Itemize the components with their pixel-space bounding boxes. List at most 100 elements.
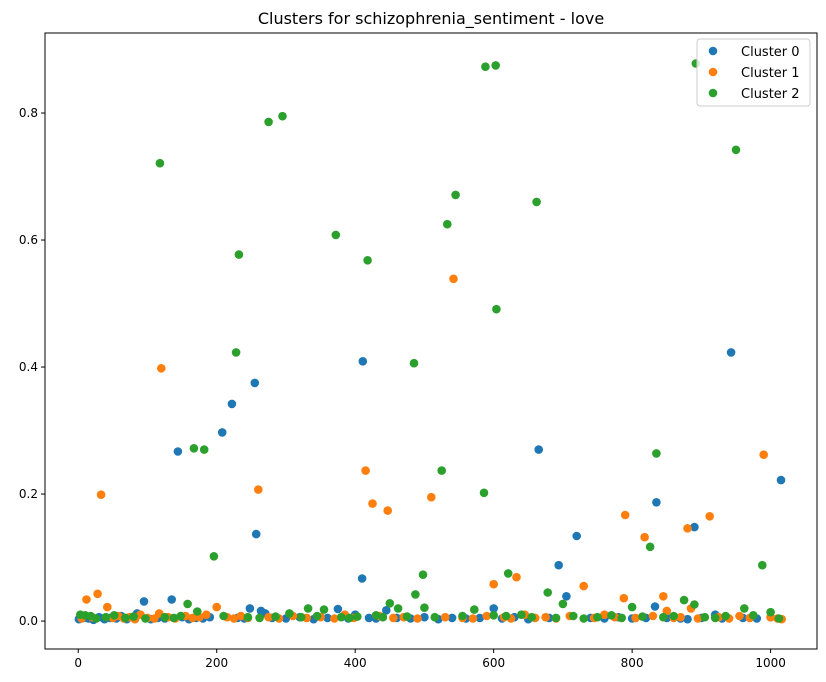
data-point (264, 612, 273, 622)
data-point (413, 614, 422, 623)
data-point (517, 610, 526, 619)
data-point (323, 613, 332, 623)
data-point (690, 600, 699, 609)
data-point (409, 358, 419, 368)
data-point (219, 611, 228, 621)
data-point (253, 485, 263, 494)
data-point (382, 606, 391, 615)
data-point (296, 612, 306, 622)
data-point (250, 378, 260, 388)
data-point (353, 612, 362, 621)
data-point (303, 604, 313, 613)
data-point (312, 611, 322, 621)
data-point (527, 612, 536, 622)
data-point (319, 605, 329, 614)
data-point (749, 611, 758, 620)
legend-marker (708, 88, 718, 98)
data-point (458, 611, 467, 621)
data-point (532, 197, 541, 207)
data-point (766, 607, 775, 617)
data-point (243, 612, 253, 622)
points-layer (74, 59, 786, 625)
data-point (383, 506, 393, 515)
data-point (447, 613, 457, 623)
legend-marker (708, 46, 718, 56)
data-point (648, 611, 658, 621)
x-tick-label: 0 (74, 656, 82, 670)
data-point (129, 612, 138, 621)
data-point (418, 570, 428, 579)
data-point (357, 574, 367, 583)
data-point (199, 445, 209, 454)
data-point (389, 613, 398, 623)
data-point (176, 611, 185, 621)
data-point (427, 492, 436, 502)
data-point (659, 592, 668, 601)
x-axis: 0 200 400 600 800 1000 (74, 649, 786, 670)
series-cluster-2 (76, 59, 784, 623)
data-point (620, 510, 630, 520)
data-point (683, 614, 692, 624)
data-point (593, 612, 602, 622)
data-point (251, 529, 261, 539)
y-tick-label: 0.6 (19, 233, 38, 247)
data-point (776, 475, 786, 485)
data-point (331, 230, 341, 240)
data-point (492, 304, 501, 314)
data-point (534, 445, 543, 454)
data-point (679, 595, 689, 605)
data-point (411, 590, 420, 599)
data-point (169, 613, 179, 623)
data-point (385, 599, 395, 608)
x-tick-label: 600 (482, 656, 505, 670)
data-point (572, 531, 581, 541)
data-point (627, 602, 637, 612)
data-point (693, 614, 703, 623)
data-point (333, 604, 343, 614)
x-tick-label: 200 (205, 656, 228, 670)
y-axis: 0.0 0.2 0.4 0.6 0.8 (19, 106, 45, 628)
data-point (541, 612, 550, 622)
data-point (278, 111, 287, 121)
data-point (101, 612, 111, 622)
data-point (676, 612, 685, 622)
data-point (652, 449, 661, 458)
data-point (330, 614, 339, 623)
series-cluster-0 (74, 348, 786, 625)
data-point (489, 579, 499, 589)
data-point (645, 542, 655, 552)
data-point (183, 599, 192, 609)
data-point (202, 610, 211, 619)
data-point (710, 613, 720, 623)
plot-frame (44, 32, 818, 650)
data-point (482, 611, 492, 621)
data-point (650, 602, 660, 611)
data-point (155, 158, 165, 168)
data-point (470, 605, 479, 614)
x-tick-label: 400 (344, 656, 367, 670)
data-point (236, 611, 246, 621)
data-point (726, 348, 736, 357)
data-point (285, 609, 294, 618)
data-point (774, 614, 784, 623)
data-point (449, 274, 458, 284)
data-point (229, 614, 239, 623)
data-point (617, 613, 626, 623)
x-tick-label: 1000 (755, 656, 786, 670)
data-point (551, 613, 561, 623)
data-point (227, 399, 237, 409)
data-point (255, 613, 264, 623)
data-point (212, 602, 221, 612)
data-point (501, 611, 511, 621)
data-point (758, 560, 767, 570)
data-point (363, 255, 372, 265)
data-point (700, 612, 710, 622)
data-point (735, 611, 744, 621)
data-point (683, 524, 692, 533)
y-tick-label: 0.8 (19, 106, 38, 120)
data-point (393, 604, 403, 613)
data-point (558, 599, 568, 609)
data-point (234, 250, 244, 259)
data-point (420, 603, 429, 612)
